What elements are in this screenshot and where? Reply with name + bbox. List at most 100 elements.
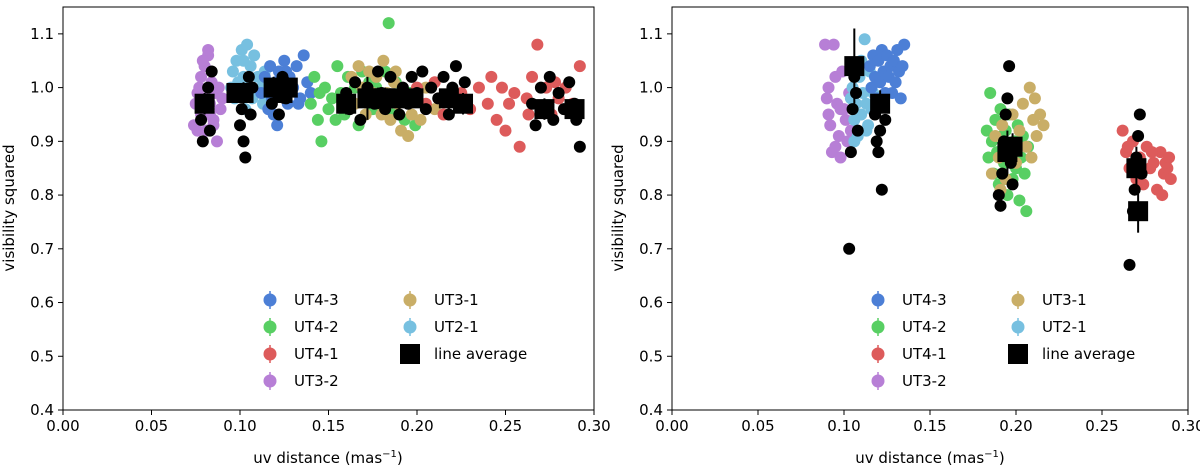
right-ut3-1-point <box>1030 129 1043 142</box>
left-ut4-2-point <box>326 92 339 105</box>
right-panel: 0.00 0.05 0.10 0.15 0.20 0.25 0.30 0.4 0.5 0.6 0.7… <box>609 6 1200 467</box>
left-ut2-1-point <box>226 65 239 78</box>
left-ut3-1-point <box>414 113 427 126</box>
left-individual-point <box>416 65 429 78</box>
left-ut4-1-point <box>508 86 521 99</box>
left-ut4-1-point <box>495 81 508 94</box>
right-ut2-1-point <box>855 108 868 121</box>
left-panel: 0.00 0.05 0.10 0.15 0.20 0.25 0.30 0.4 0.5 0.6 0.7… <box>0 6 611 467</box>
left-individual-point <box>529 119 542 132</box>
left-individual-point <box>235 103 248 116</box>
right-ytick-label: 0.9 <box>639 132 663 150</box>
left-ut2-1-point <box>237 54 250 67</box>
left-data-points <box>187 17 586 164</box>
left-ut4-2-point <box>322 103 335 116</box>
right-ut3-1-point <box>989 129 1002 142</box>
left-individual-point <box>437 70 450 83</box>
right-xtick-label: 0.05 <box>741 417 774 435</box>
left-ut3-1-point <box>384 113 397 126</box>
right-ut2-1-point <box>858 33 871 46</box>
right-individual-point <box>1001 92 1014 105</box>
left-ut4-1-point <box>499 124 512 137</box>
left-legend-label-ut4-2: UT4-2 <box>294 318 339 336</box>
left-line-average-point <box>534 99 555 120</box>
right-ylabel: visibility squared <box>609 144 627 271</box>
left-axis-ticks: 0.00 0.05 0.10 0.15 0.20 0.25 0.30 0.4 0.5 0.6 0.7… <box>30 25 611 435</box>
left-individual-point <box>237 135 250 148</box>
left-ut3-2-point <box>202 43 215 56</box>
right-legend-marker-ut3-2 <box>871 374 885 388</box>
left-legend-marker-ut4-2 <box>263 320 277 334</box>
right-ut4-1-point <box>1145 146 1158 159</box>
right-legend-marker-ut4-3 <box>871 293 885 307</box>
right-ut4-1-point <box>1156 189 1169 202</box>
left-ut3-1-point <box>402 129 415 142</box>
right-individual-point <box>1006 178 1019 191</box>
left-legend-marker-ut4-1 <box>263 347 277 361</box>
left-ut4-2-point <box>311 113 324 126</box>
left-line-average-point <box>233 82 254 103</box>
right-ut2-1-point <box>860 124 873 137</box>
right-individual-point <box>872 146 885 159</box>
right-ut3-1-point <box>1037 119 1050 132</box>
right-individual-point <box>879 113 892 126</box>
left-ut4-2-point <box>308 70 321 83</box>
right-line-average-point <box>870 93 891 114</box>
right-xtick-label: 0.10 <box>827 417 860 435</box>
right-xtick-label: 0.20 <box>999 417 1032 435</box>
left-ytick-label: 1.0 <box>30 79 54 97</box>
left-individual-point <box>534 81 547 94</box>
right-ut4-3-point <box>872 54 885 67</box>
right-ut3-1-point <box>1028 92 1041 105</box>
left-ut3-1-point <box>405 108 418 121</box>
right-individual-point <box>996 167 1009 180</box>
right-individual-point <box>1123 258 1136 271</box>
left-ut4-3-point <box>304 86 317 99</box>
right-legend-label-ut4-1: UT4-1 <box>902 345 947 363</box>
left-ut4-1-point <box>472 81 485 94</box>
left-individual-point <box>203 124 216 137</box>
right-legend-label-ut4-3: UT4-3 <box>902 291 947 309</box>
right-ut4-3-point <box>887 54 900 67</box>
right-legend-label-ut3-1: UT3-1 <box>1042 291 1087 309</box>
right-ut4-1-point <box>1121 140 1134 153</box>
left-ut3-2-point <box>195 70 208 83</box>
right-individual-point <box>844 146 857 159</box>
right-ut3-2-point <box>832 129 845 142</box>
left-ut3-2-point <box>191 124 204 137</box>
left-individual-point <box>405 70 418 83</box>
left-ut4-1-point <box>526 70 539 83</box>
right-ytick-label: 0.8 <box>639 186 663 204</box>
right-individual-point <box>994 199 1007 212</box>
right-ut4-3-point <box>865 81 878 94</box>
right-legend-marker-line-average <box>1008 344 1028 364</box>
left-ut3-2-point <box>196 54 209 67</box>
right-ut4-3-point <box>896 60 909 73</box>
left-individual-point <box>272 108 285 121</box>
left-ut3-2-point <box>212 81 225 94</box>
left-individual-point <box>543 70 556 83</box>
right-individual-point <box>870 135 883 148</box>
left-ut4-3-point <box>292 97 305 110</box>
left-ytick-label: 0.6 <box>30 294 54 312</box>
left-ut4-1-point <box>485 70 498 83</box>
left-ut4-1-point <box>481 97 494 110</box>
right-individual-point <box>850 86 863 99</box>
right-ut3-2-point <box>820 92 833 105</box>
left-individual-point <box>552 86 565 99</box>
right-individual-point <box>875 183 888 196</box>
left-ytick-label: 1.1 <box>30 25 54 43</box>
right-ut4-2-point <box>980 124 993 137</box>
left-ytick-label: 0.5 <box>30 347 54 365</box>
left-individual-point <box>458 76 471 89</box>
right-ut3-2-point <box>822 81 835 94</box>
right-ut3-1-point <box>1013 124 1026 137</box>
right-ut4-3-point <box>894 92 907 105</box>
left-individual-point <box>449 60 462 73</box>
left-xtick-label: 0.15 <box>312 417 345 435</box>
right-ytick-label: 0.6 <box>639 294 663 312</box>
left-legend-marker-ut2-1 <box>403 320 417 334</box>
right-ut3-1-point <box>1023 81 1036 94</box>
right-ytick-label: 0.4 <box>639 401 663 419</box>
